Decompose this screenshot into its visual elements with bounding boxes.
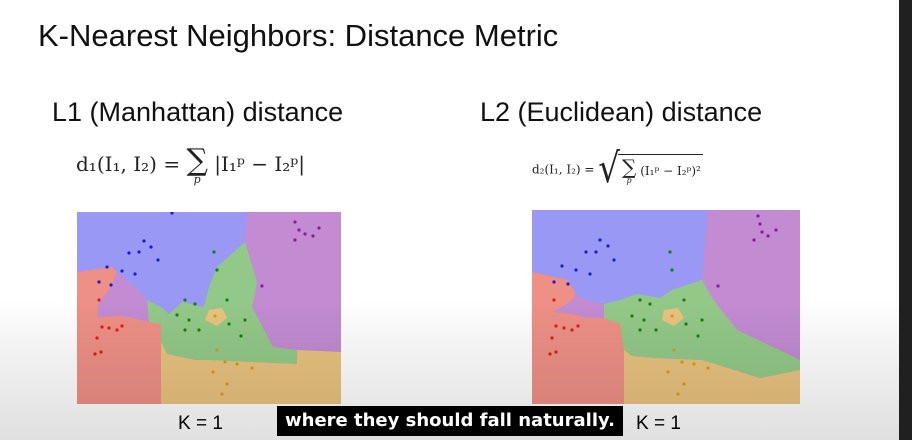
- l1-region-red: [77, 267, 161, 404]
- l2-region-green: [604, 280, 800, 378]
- l1-sum-index: p: [193, 173, 201, 186]
- l1-region-blue: [77, 212, 247, 314]
- l1-decision-plot: [77, 212, 341, 404]
- l2-sqrt: √ ∑ p (I₁ᵖ − I₂ᵖ)²: [598, 144, 703, 193]
- l2-points-yellow: [666, 314, 710, 396]
- l1-summation: ∑ p: [186, 143, 208, 186]
- l2-summation: ∑ p: [621, 155, 637, 185]
- l1-formula-lhs: d₁(I₁, I₂) =: [76, 152, 181, 176]
- l1-points-blue: [97, 212, 174, 287]
- l1-formula-body: |I₁ᵖ − I₂ᵖ|: [214, 152, 306, 176]
- l2-points-blue: [552, 238, 616, 286]
- l2-sum-index: p: [626, 176, 632, 185]
- l1-heading: L1 (Manhattan) distance: [52, 97, 344, 127]
- l2-points-green: [630, 250, 704, 338]
- l2-formula-body: (I₁ᵖ − I₂ᵖ)²: [640, 164, 701, 178]
- l2-region-yellow: [624, 350, 800, 404]
- l1-region-green: [147, 242, 297, 364]
- l2-points-red: [548, 298, 580, 356]
- l2-formula: d₂(I₁, I₂) = √ ∑ p (I₁ᵖ − I₂ᵖ)²: [532, 144, 703, 193]
- l2-region-red: [532, 272, 627, 404]
- player-right-edge: [899, 0, 912, 440]
- l1-points-green: [175, 250, 247, 338]
- l2-region-blue: [532, 210, 708, 304]
- l1-points-red: [93, 298, 124, 356]
- l2-points-purple: [716, 214, 778, 288]
- l1-points-yellow: [211, 314, 254, 396]
- l1-points-purple: [260, 220, 321, 288]
- l1-region-yellow: [161, 342, 341, 404]
- l1-formula: d₁(I₁, I₂) = ∑ p |I₁ᵖ − I₂ᵖ|: [76, 143, 306, 186]
- l2-formula-lhs: d₂(I₁, I₂) =: [532, 162, 595, 177]
- l2-k-label: K = 1: [636, 413, 681, 434]
- slide-title: K-Nearest Neighbors: Distance Metric: [38, 18, 559, 53]
- l2-heading: L2 (Euclidean) distance: [480, 97, 763, 127]
- l2-decision-plot: [532, 210, 800, 404]
- video-subtitle: where they should fall naturally.: [277, 406, 623, 436]
- l1-k-label: K = 1: [178, 413, 223, 434]
